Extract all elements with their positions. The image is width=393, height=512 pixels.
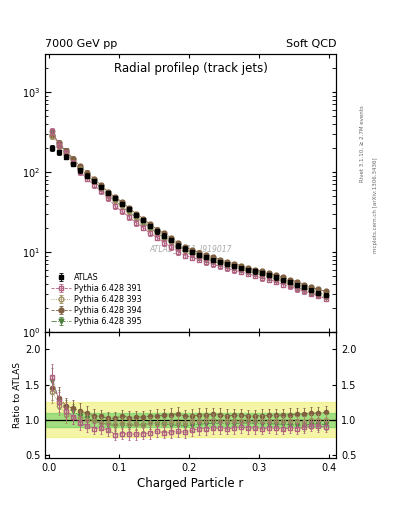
Text: 7000 GeV pp: 7000 GeV pp <box>45 38 118 49</box>
X-axis label: Charged Particle r: Charged Particle r <box>138 477 244 490</box>
Text: Rivet 3.1.10, ≥ 2.7M events: Rivet 3.1.10, ≥ 2.7M events <box>360 105 365 182</box>
Text: Soft QCD: Soft QCD <box>286 38 336 49</box>
Y-axis label: Ratio to ATLAS: Ratio to ATLAS <box>13 362 22 428</box>
Text: ATLAS_2011_I919017: ATLAS_2011_I919017 <box>149 244 232 253</box>
Text: Radial profileρ (track jets): Radial profileρ (track jets) <box>114 62 268 75</box>
Bar <box>45 413 336 426</box>
Bar <box>45 402 336 437</box>
Text: mcplots.cern.ch [arXiv:1306.3436]: mcplots.cern.ch [arXiv:1306.3436] <box>373 157 378 252</box>
Legend: ATLAS, Pythia 6.428 391, Pythia 6.428 393, Pythia 6.428 394, Pythia 6.428 395: ATLAS, Pythia 6.428 391, Pythia 6.428 39… <box>49 271 143 328</box>
